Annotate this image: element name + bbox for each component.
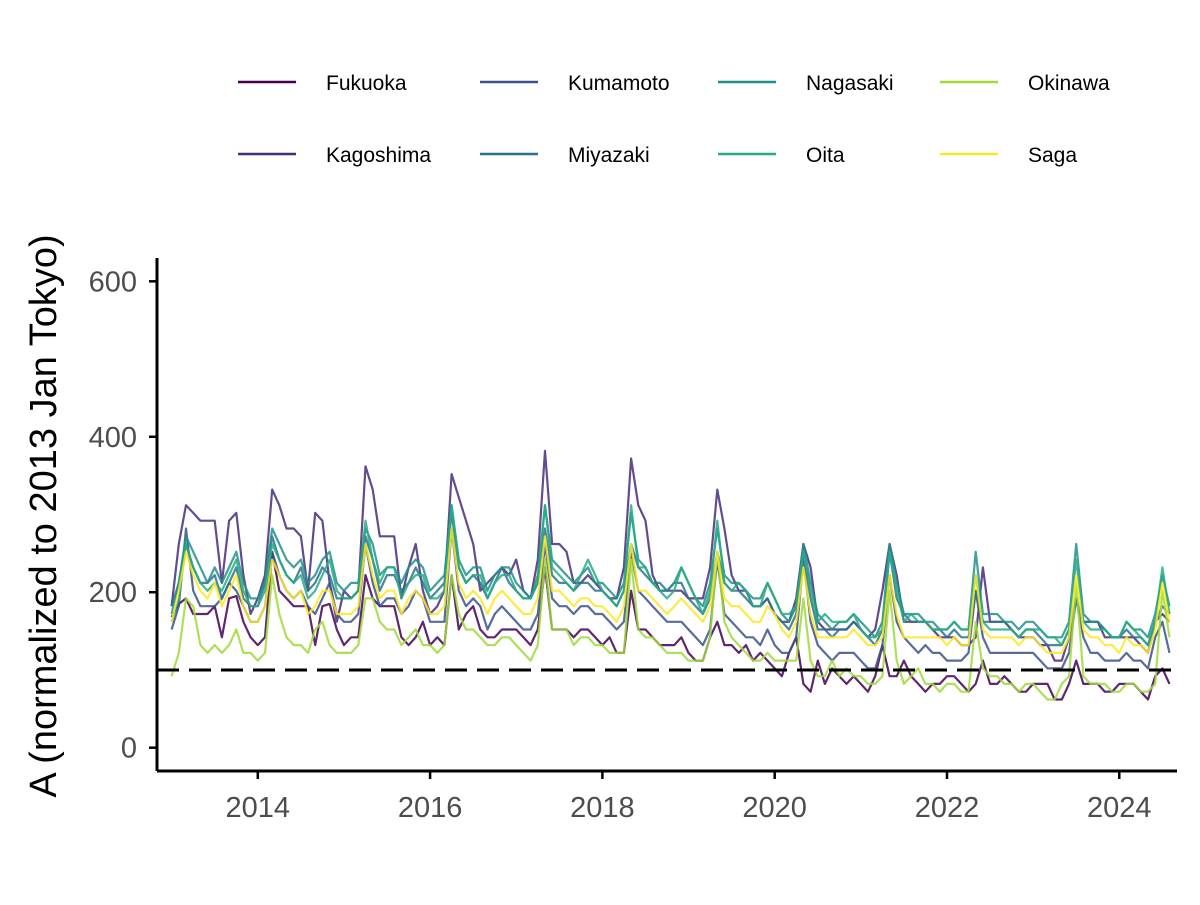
y-tick-label: 400 xyxy=(89,422,137,454)
series-line-oita xyxy=(170,504,1171,647)
y-axis-ticks: 0 200 400 600 xyxy=(89,266,157,765)
y-tick-label: 0 xyxy=(121,733,137,765)
legend-item-fukuoka: Fukuoka xyxy=(238,72,407,95)
legend-item-saga: Saga xyxy=(940,144,1077,167)
x-tick-label: 2018 xyxy=(570,792,635,824)
series-line-saga xyxy=(170,527,1171,655)
x-tick-label: 2020 xyxy=(742,792,807,824)
legend-item-okinawa: Okinawa xyxy=(940,72,1110,95)
legend-item-miyazaki: Miyazaki xyxy=(480,144,650,167)
y-tick-label: 200 xyxy=(89,577,137,609)
legend-label: Miyazaki xyxy=(568,144,650,167)
x-tick-label: 2014 xyxy=(226,792,291,824)
x-axis-ticks: 2014 2016 2018 2020 2022 2024 xyxy=(226,771,1152,824)
legend-label: Kumamoto xyxy=(568,72,670,95)
series-line-nagasaki xyxy=(170,504,1171,639)
legend-item-kumamoto: Kumamoto xyxy=(480,72,670,95)
legend-label: Fukuoka xyxy=(326,72,407,95)
x-tick-label: 2016 xyxy=(398,792,463,824)
series-line-okinawa xyxy=(170,550,1171,701)
legend-item-oita: Oita xyxy=(718,144,845,167)
x-tick-label: 2022 xyxy=(915,792,980,824)
series-line-fukuoka xyxy=(170,550,1171,701)
y-axis-title: A (normalized to 2013 Jan Tokyo) xyxy=(23,234,65,797)
series-line-kumamoto xyxy=(170,527,1171,670)
series-layer xyxy=(170,449,1171,701)
legend-item-nagasaki: Nagasaki xyxy=(718,72,894,95)
legend-label: Okinawa xyxy=(1028,72,1110,95)
legend-item-kagoshima: Kagoshima xyxy=(238,144,431,167)
legend: Fukuoka Kagoshima Kumamoto Miyazaki Nagasaki… xyxy=(238,72,1110,167)
y-tick-label: 600 xyxy=(89,266,137,298)
legend-label: Saga xyxy=(1028,144,1077,167)
legend-label: Oita xyxy=(806,144,845,167)
legend-label: Kagoshima xyxy=(326,144,431,167)
legend-label: Nagasaki xyxy=(806,72,894,95)
x-tick-label: 2024 xyxy=(1087,792,1152,824)
